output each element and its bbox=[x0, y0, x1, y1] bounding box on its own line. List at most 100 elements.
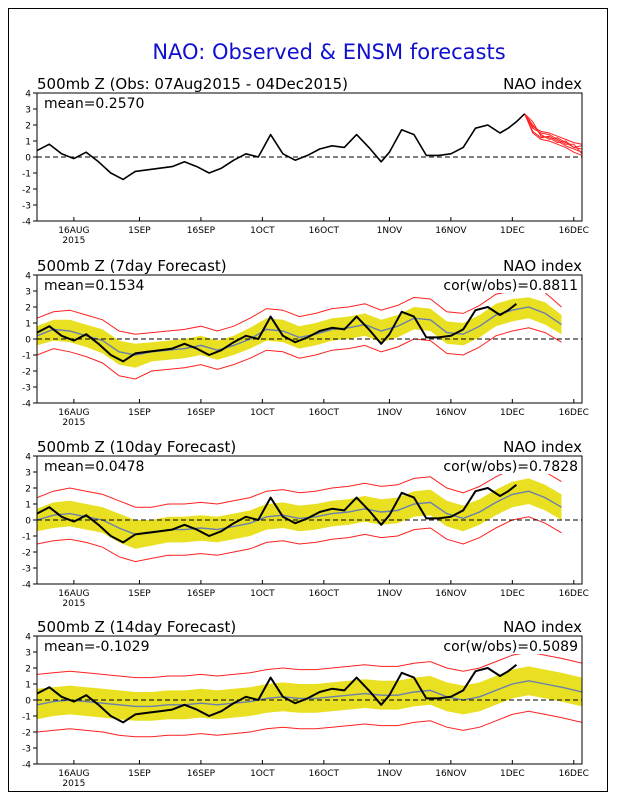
panel-right-label: NAO index bbox=[503, 75, 582, 93]
x-tick-label: 1DEC bbox=[500, 769, 525, 779]
plot-area bbox=[37, 113, 582, 181]
y-tick-label: 2 bbox=[25, 304, 31, 314]
y-tick-label: 2 bbox=[25, 665, 31, 675]
y-tick-label: 1 bbox=[25, 138, 31, 148]
observed-line bbox=[37, 664, 518, 724]
ensemble-spread-band bbox=[37, 666, 582, 721]
x-tick-label: 16DEC bbox=[559, 769, 589, 779]
figure-frame: NAO: Observed & ENSM forecasts 500mb Z (… bbox=[8, 8, 608, 792]
cor-label: cor(w/obs)=0.8811 bbox=[443, 278, 578, 294]
observed-line bbox=[37, 484, 518, 544]
mean-label-bg bbox=[41, 459, 141, 474]
cor-label-bg bbox=[417, 639, 580, 654]
plot-area bbox=[37, 651, 582, 738]
x-tick-label: 16DEC bbox=[559, 408, 589, 418]
year-label: 2015 bbox=[62, 779, 85, 789]
y-tick-label: 3 bbox=[25, 288, 31, 298]
x-tick-label: 1SEP bbox=[128, 769, 151, 779]
x-tick-label: 16OCT bbox=[309, 226, 340, 236]
cor-label: cor(w/obs)=0.7828 bbox=[443, 459, 578, 475]
y-tick-label: -3 bbox=[22, 384, 31, 394]
x-tick-label: 16DEC bbox=[559, 589, 589, 599]
panel-right-label: NAO index bbox=[503, 438, 582, 456]
year-label: 2015 bbox=[62, 236, 85, 246]
panel-title: 500mb Z (7day Forecast) bbox=[37, 257, 227, 275]
x-tick-label: 16SEP bbox=[187, 769, 216, 779]
x-tick-label: 1OCT bbox=[250, 226, 275, 236]
y-tick-label: -3 bbox=[22, 745, 31, 755]
y-tick-label: 0 bbox=[25, 154, 31, 164]
x-tick-label: 16NOV bbox=[435, 769, 467, 779]
y-tick-label: -1 bbox=[22, 533, 31, 543]
ensemble-upper-envelope bbox=[37, 651, 582, 679]
x-tick-label: 16NOV bbox=[435, 408, 467, 418]
y-tick-label: -4 bbox=[22, 218, 31, 228]
panel-right-label: NAO index bbox=[503, 618, 582, 636]
ensemble-mean-line bbox=[37, 306, 562, 356]
y-tick-label: 3 bbox=[25, 469, 31, 479]
panels: 500mb Z (Obs: 07Aug2015 - 04Dec2015) NAO … bbox=[22, 75, 589, 789]
panel-2: 500mb Z (7day Forecast) NAO index 4 3 2 1 0 -1 -… bbox=[22, 257, 589, 428]
cor-label: cor(w/obs)=0.5089 bbox=[443, 639, 578, 655]
x-tick-label: 16AUG bbox=[58, 769, 89, 779]
ensemble-lower-envelope bbox=[37, 327, 562, 380]
x-tick-label: 16SEP bbox=[187, 408, 216, 418]
x-tick-label: 16NOV bbox=[435, 589, 467, 599]
observed-line bbox=[37, 303, 518, 363]
cor-label-bg bbox=[417, 459, 580, 474]
y-tick-label: 0 bbox=[25, 517, 31, 527]
x-tick-label: 1DEC bbox=[500, 226, 525, 236]
x-tick-label: 1NOV bbox=[377, 226, 403, 236]
observed-line bbox=[37, 113, 526, 181]
ensemble-spread-band bbox=[37, 478, 562, 549]
y-tick-label: 4 bbox=[25, 453, 31, 463]
ensemble-upper-envelope bbox=[37, 288, 562, 335]
y-tick-label: -3 bbox=[22, 565, 31, 575]
year-label: 2015 bbox=[62, 599, 85, 609]
mean-label-bg bbox=[41, 96, 141, 111]
x-tick-label: 16OCT bbox=[309, 589, 340, 599]
forecast-member-3 bbox=[524, 113, 582, 155]
y-tick-label: -2 bbox=[22, 549, 31, 559]
x-tick-label: 16SEP bbox=[187, 226, 216, 236]
y-tick-label: 3 bbox=[25, 106, 31, 116]
panel-right-label: NAO index bbox=[503, 257, 582, 275]
x-tick-label: 1DEC bbox=[500, 589, 525, 599]
x-tick-label: 1NOV bbox=[377, 589, 403, 599]
x-tick-label: 16AUG bbox=[58, 589, 89, 599]
panel-3: 500mb Z (10day Forecast) NAO index 4 3 2 1 0 -1… bbox=[22, 438, 589, 609]
panel-1: 500mb Z (Obs: 07Aug2015 - 04Dec2015) NAO … bbox=[22, 75, 589, 246]
ensemble-upper-envelope bbox=[37, 465, 562, 508]
y-tick-label: -4 bbox=[22, 400, 31, 410]
x-tick-label: 16OCT bbox=[309, 408, 340, 418]
y-tick-label: -4 bbox=[22, 581, 31, 591]
panel-4: 500mb Z (14day Forecast) NAO index 4 3 2 1 0 -1… bbox=[22, 618, 589, 789]
x-tick-label: 16AUG bbox=[58, 226, 89, 236]
x-tick-label: 1OCT bbox=[250, 408, 275, 418]
x-tick-label: 1SEP bbox=[128, 408, 151, 418]
y-tick-label: -2 bbox=[22, 368, 31, 378]
x-tick-label: 16NOV bbox=[435, 226, 467, 236]
panel-title: 500mb Z (10day Forecast) bbox=[37, 438, 236, 456]
y-tick-label: 1 bbox=[25, 320, 31, 330]
forecast-member-4 bbox=[524, 113, 582, 148]
y-tick-label: -3 bbox=[22, 202, 31, 212]
forecast-member-6 bbox=[524, 113, 582, 145]
y-tick-label: 4 bbox=[25, 272, 31, 282]
forecast-member-5 bbox=[524, 113, 582, 156]
ensemble-lower-envelope bbox=[37, 516, 562, 563]
y-tick-label: 1 bbox=[25, 681, 31, 691]
nao-figure: NAO: Observed & ENSM forecasts 500mb Z (… bbox=[22, 40, 589, 789]
mean-label-bg bbox=[41, 639, 141, 654]
mean-label: mean=0.2570 bbox=[44, 96, 144, 112]
x-tick-label: 1DEC bbox=[500, 408, 525, 418]
y-tick-label: 2 bbox=[25, 485, 31, 495]
x-tick-label: 1SEP bbox=[128, 226, 151, 236]
x-tick-label: 1OCT bbox=[250, 589, 275, 599]
y-tick-label: -4 bbox=[22, 761, 31, 771]
year-label: 2015 bbox=[62, 418, 85, 428]
y-tick-label: 3 bbox=[25, 649, 31, 659]
y-tick-label: -2 bbox=[22, 186, 31, 196]
mean-label: mean=0.0478 bbox=[44, 459, 144, 475]
x-tick-label: 16OCT bbox=[309, 769, 340, 779]
